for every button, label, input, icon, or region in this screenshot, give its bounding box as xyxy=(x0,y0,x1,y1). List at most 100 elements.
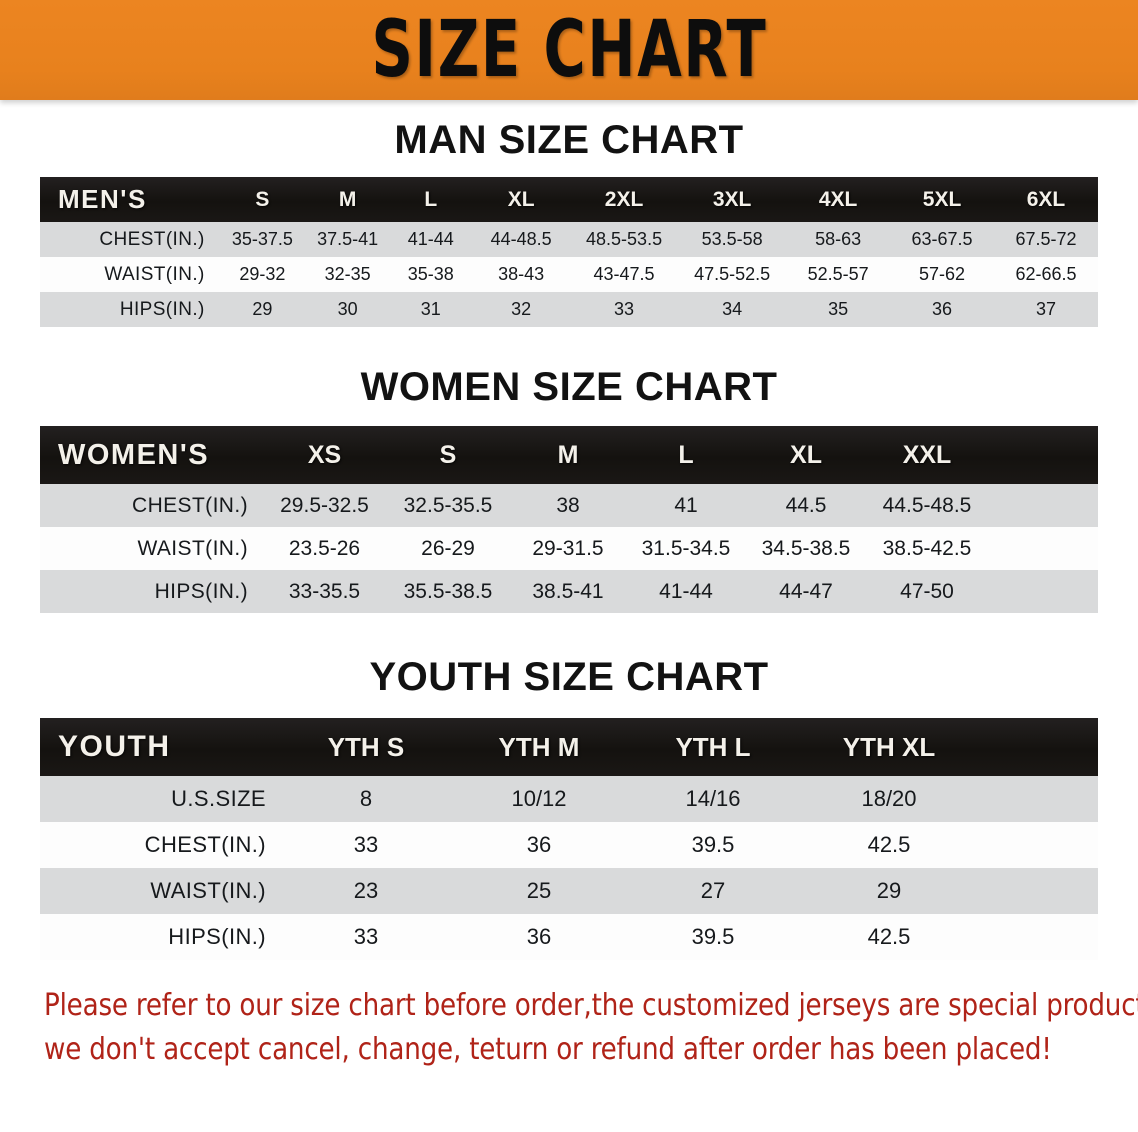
men-header-row: MEN'S S M L XL 2XL 3XL 4XL 5XL 6XL xyxy=(40,177,1098,222)
men-cell-2-2: 31 xyxy=(389,292,473,327)
men-cell-2-5: 34 xyxy=(678,292,787,327)
women-cell-1-1: 26-29 xyxy=(387,527,509,570)
youth-col-header-0: YTH S xyxy=(327,731,405,762)
table-row: U.S.SIZE 8 10/12 14/16 18/20 xyxy=(40,776,1098,822)
women-cell-1-0: 23.5-26 xyxy=(262,527,387,570)
youth-header-row: YOUTH YTH S YTH M YTH L YTH XL xyxy=(40,718,1098,776)
women-corner-label: WOMEN'S xyxy=(58,438,210,471)
women-cell-1-5: 38.5-42.5 xyxy=(867,527,987,570)
men-cell-0-1: 37.5-41 xyxy=(306,222,390,257)
women-cell-0-3: 41 xyxy=(627,484,745,527)
men-cell-1-8: 62-66.5 xyxy=(994,257,1098,292)
youth-row-label-2: WAIST(IN.) xyxy=(40,868,280,914)
youth-cell-3-2: 39.5 xyxy=(626,914,800,960)
men-col-header-1: M xyxy=(338,187,357,211)
youth-corner-label: YOUTH xyxy=(58,730,171,763)
women-cell-0-0: 29.5-32.5 xyxy=(262,484,387,527)
table-row: HIPS(IN.) 29 30 31 32 33 34 35 36 37 xyxy=(40,292,1098,327)
women-col-header-0: XS xyxy=(307,440,342,469)
youth-cell-1-3: 42.5 xyxy=(800,822,978,868)
women-col-header-5: XXL xyxy=(902,440,952,469)
men-row-label-1: WAIST(IN.) xyxy=(40,257,219,292)
youth-cell-0-2: 14/16 xyxy=(626,776,800,822)
men-col-header-0: S xyxy=(255,187,270,211)
men-cell-0-6: 58-63 xyxy=(786,222,891,257)
men-cell-1-2: 35-38 xyxy=(389,257,473,292)
men-cell-0-4: 48.5-53.5 xyxy=(570,222,679,257)
women-cell-2-0: 33-35.5 xyxy=(262,570,387,613)
women-cell-0-2: 38 xyxy=(509,484,627,527)
youth-cell-1-1: 36 xyxy=(452,822,626,868)
youth-cell-0-4 xyxy=(978,776,1098,822)
youth-col-header-2: YTH L xyxy=(675,731,751,762)
men-row-label-0: CHEST(IN.) xyxy=(40,222,219,257)
men-col-header-3: XL xyxy=(507,187,535,211)
women-cell-2-5: 47-50 xyxy=(867,570,987,613)
men-cell-1-1: 32-35 xyxy=(306,257,390,292)
men-cell-0-5: 53.5-58 xyxy=(678,222,787,257)
women-col-header-3: L xyxy=(678,440,694,469)
women-row-label-2: HIPS(IN.) xyxy=(40,570,262,613)
return-policy-disclaimer: Please refer to our size chart before or… xyxy=(40,984,1138,1072)
men-cell-1-6: 52.5-57 xyxy=(786,257,891,292)
men-corner-label: MEN'S xyxy=(58,184,147,214)
women-row-label-1: WAIST(IN.) xyxy=(40,527,262,570)
table-row: WAIST(IN.) 29-32 32-35 35-38 38-43 43-47… xyxy=(40,257,1098,292)
youth-row-label-1: CHEST(IN.) xyxy=(40,822,280,868)
disclaimer-line-2: we don't accept cancel, change, teturn o… xyxy=(44,1032,1052,1067)
man-section-title: MAN SIZE CHART xyxy=(394,118,744,162)
youth-cell-0-3: 18/20 xyxy=(800,776,978,822)
men-cell-2-8: 37 xyxy=(994,292,1098,327)
youth-row-label-0: U.S.SIZE xyxy=(40,776,280,822)
youth-cell-2-4 xyxy=(978,868,1098,914)
women-col-header-1: S xyxy=(439,440,457,469)
men-cell-2-3: 32 xyxy=(472,292,571,327)
men-cell-1-7: 57-62 xyxy=(890,257,995,292)
men-cell-0-2: 41-44 xyxy=(389,222,473,257)
men-size-table: MEN'S S M L XL 2XL 3XL 4XL 5XL 6XL CHEST… xyxy=(40,177,1098,327)
men-cell-0-3: 44-48.5 xyxy=(472,222,571,257)
women-cell-2-3: 41-44 xyxy=(627,570,745,613)
header-banner: SIZE CHART xyxy=(0,0,1138,100)
youth-size-table: YOUTH YTH S YTH M YTH L YTH XL U.S.SIZE … xyxy=(40,718,1098,960)
youth-col-header-4 xyxy=(978,718,1098,776)
women-cell-0-1: 32.5-35.5 xyxy=(387,484,509,527)
men-cell-1-5: 47.5-52.5 xyxy=(678,257,787,292)
youth-col-header-3: YTH XL xyxy=(842,731,936,762)
women-cell-1-4: 34.5-38.5 xyxy=(745,527,867,570)
table-row: HIPS(IN.) 33 36 39.5 42.5 xyxy=(40,914,1098,960)
women-cell-0-6 xyxy=(987,484,1098,527)
youth-cell-0-0: 8 xyxy=(280,776,452,822)
youth-cell-1-0: 33 xyxy=(280,822,452,868)
disclaimer-line-1: Please refer to our size chart before or… xyxy=(44,988,1138,1023)
men-col-header-6: 4XL xyxy=(818,187,858,211)
page-title: SIZE CHART xyxy=(371,5,767,95)
youth-cell-2-2: 27 xyxy=(626,868,800,914)
table-row: HIPS(IN.) 33-35.5 35.5-38.5 38.5-41 41-4… xyxy=(40,570,1098,613)
men-col-header-8: 6XL xyxy=(1026,187,1066,211)
women-row-label-0: CHEST(IN.) xyxy=(40,484,262,527)
women-header-row: WOMEN'S XS S M L XL XXL xyxy=(40,426,1098,484)
men-col-header-2: L xyxy=(424,187,438,211)
men-cell-1-4: 43-47.5 xyxy=(570,257,679,292)
youth-cell-2-3: 29 xyxy=(800,868,978,914)
men-cell-0-8: 67.5-72 xyxy=(994,222,1098,257)
women-cell-2-6 xyxy=(987,570,1098,613)
men-col-header-4: 2XL xyxy=(604,187,644,211)
men-cell-2-6: 35 xyxy=(786,292,891,327)
men-cell-1-0: 29-32 xyxy=(218,257,307,292)
men-cell-0-0: 35-37.5 xyxy=(218,222,307,257)
women-col-header-6 xyxy=(987,426,1098,484)
men-cell-2-0: 29 xyxy=(218,292,307,327)
youth-cell-2-1: 25 xyxy=(452,868,626,914)
women-size-table: WOMEN'S XS S M L XL XXL CHEST(IN.) 29.5-… xyxy=(40,426,1098,613)
women-cell-0-5: 44.5-48.5 xyxy=(867,484,987,527)
men-col-header-7: 5XL xyxy=(922,187,962,211)
table-row: CHEST(IN.) 35-37.5 37.5-41 41-44 44-48.5… xyxy=(40,222,1098,257)
men-cell-1-3: 38-43 xyxy=(472,257,571,292)
men-row-label-2: HIPS(IN.) xyxy=(40,292,219,327)
women-cell-1-3: 31.5-34.5 xyxy=(627,527,745,570)
women-cell-1-6 xyxy=(987,527,1098,570)
women-col-header-2: M xyxy=(557,440,579,469)
women-cell-1-2: 29-31.5 xyxy=(509,527,627,570)
